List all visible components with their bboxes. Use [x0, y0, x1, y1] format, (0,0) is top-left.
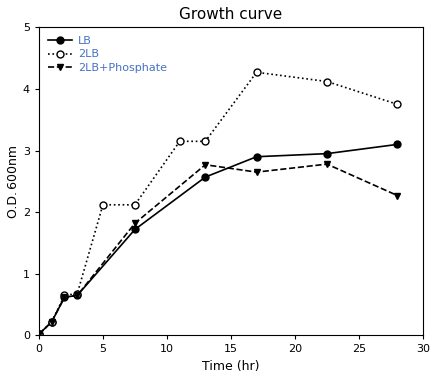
2LB [100, 203, 105, 207]
2LB+Phosphate [254, 170, 259, 174]
2LB+Phosphate [395, 193, 400, 198]
LB [49, 320, 54, 324]
2LB [62, 293, 67, 298]
LB [324, 151, 329, 156]
Title: Growth curve: Growth curve [179, 7, 283, 22]
2LB [132, 203, 138, 207]
2LB [49, 320, 54, 324]
Legend: LB, 2LB, 2LB+Phosphate: LB, 2LB, 2LB+Phosphate [45, 33, 170, 76]
2LB [254, 70, 259, 74]
LB [203, 175, 208, 179]
2LB [75, 291, 80, 296]
2LB [203, 139, 208, 144]
2LB+Phosphate [132, 221, 138, 226]
2LB [177, 139, 182, 144]
X-axis label: Time (hr): Time (hr) [202, 360, 260, 373]
2LB+Phosphate [49, 320, 54, 324]
2LB+Phosphate [62, 295, 67, 299]
LB [62, 295, 67, 299]
2LB [36, 332, 42, 337]
LB [36, 332, 42, 337]
Line: LB: LB [35, 141, 401, 338]
2LB [395, 102, 400, 107]
LB [395, 142, 400, 147]
LB [254, 154, 259, 159]
LB [132, 227, 138, 232]
LB [75, 293, 80, 298]
2LB+Phosphate [324, 162, 329, 166]
Y-axis label: O.D. 600nm: O.D. 600nm [7, 145, 20, 218]
2LB+Phosphate [203, 163, 208, 167]
2LB [324, 79, 329, 84]
Line: 2LB+Phosphate: 2LB+Phosphate [35, 161, 401, 338]
Line: 2LB: 2LB [35, 69, 401, 338]
2LB+Phosphate [36, 332, 42, 337]
2LB+Phosphate [75, 293, 80, 298]
